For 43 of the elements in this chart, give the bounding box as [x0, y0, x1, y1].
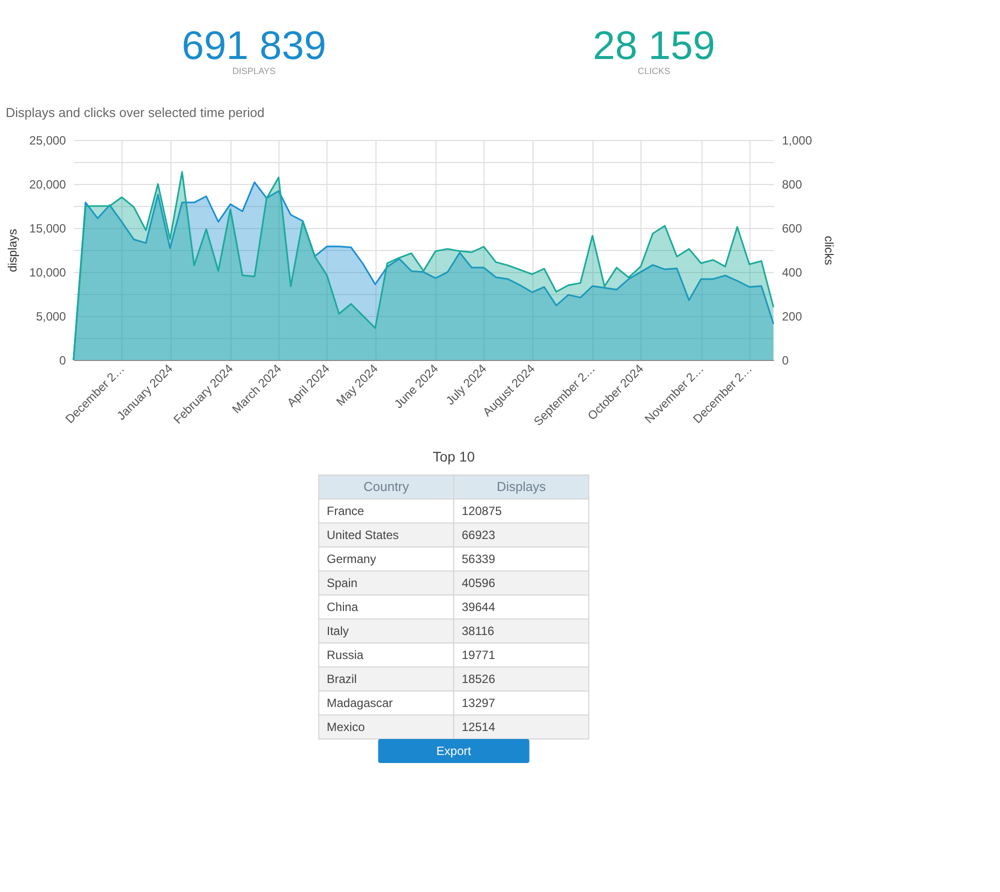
text: Export: [436, 744, 472, 758]
data-label: 40596: [462, 576, 496, 590]
data-label: 39644: [462, 600, 496, 614]
text: Country: [363, 479, 410, 494]
data-label: 12514: [462, 720, 496, 734]
data-label: 28 159: [592, 24, 716, 68]
data-label: 38116: [462, 624, 495, 638]
category-label: Italy: [326, 624, 349, 638]
data-label: 56339: [462, 552, 496, 566]
data-label: 66923: [462, 528, 496, 542]
y-tick-label: 10,000: [29, 266, 66, 280]
y2-tick-label: 600: [782, 222, 802, 236]
chart-title: Displays and clicks over selected time period: [6, 105, 264, 120]
y-tick-label: 20,000: [29, 178, 66, 192]
category-label: Mexico: [326, 720, 366, 734]
data-label: 120875: [462, 504, 502, 518]
category-label: United States: [326, 528, 399, 542]
data-label: 18526: [462, 672, 496, 686]
data-label: 19771: [462, 648, 496, 662]
data-label: 13297: [462, 696, 496, 710]
category-label: France: [326, 504, 364, 518]
y2-tick-label: 400: [782, 266, 802, 280]
y2-tick-label: 800: [782, 178, 802, 192]
category-label: Madagascar: [326, 696, 393, 710]
category-label: DISPLAYS: [232, 66, 276, 76]
y2-tick-label: 1,000: [782, 134, 812, 148]
y2-tick-label: 200: [782, 310, 802, 324]
text: Top 10: [432, 448, 475, 464]
y-tick-label: 0: [59, 354, 66, 368]
category-label: Germany: [326, 552, 376, 566]
y2-tick-label: 0: [782, 354, 789, 368]
y2-axis-title: clicks: [822, 236, 836, 266]
y-axis-title: displays: [5, 228, 20, 272]
text: Displays: [496, 479, 546, 494]
y-tick-label: 25,000: [29, 134, 66, 148]
y-tick-label: 15,000: [29, 222, 66, 236]
category-label: CLICKS: [638, 66, 670, 76]
category-label: Russia: [326, 648, 364, 662]
data-label: 691 839: [182, 24, 326, 68]
category-label: China: [326, 600, 358, 614]
category-label: Brazil: [326, 672, 357, 686]
category-label: Spain: [326, 576, 358, 590]
y-tick-label: 5,000: [36, 310, 66, 324]
